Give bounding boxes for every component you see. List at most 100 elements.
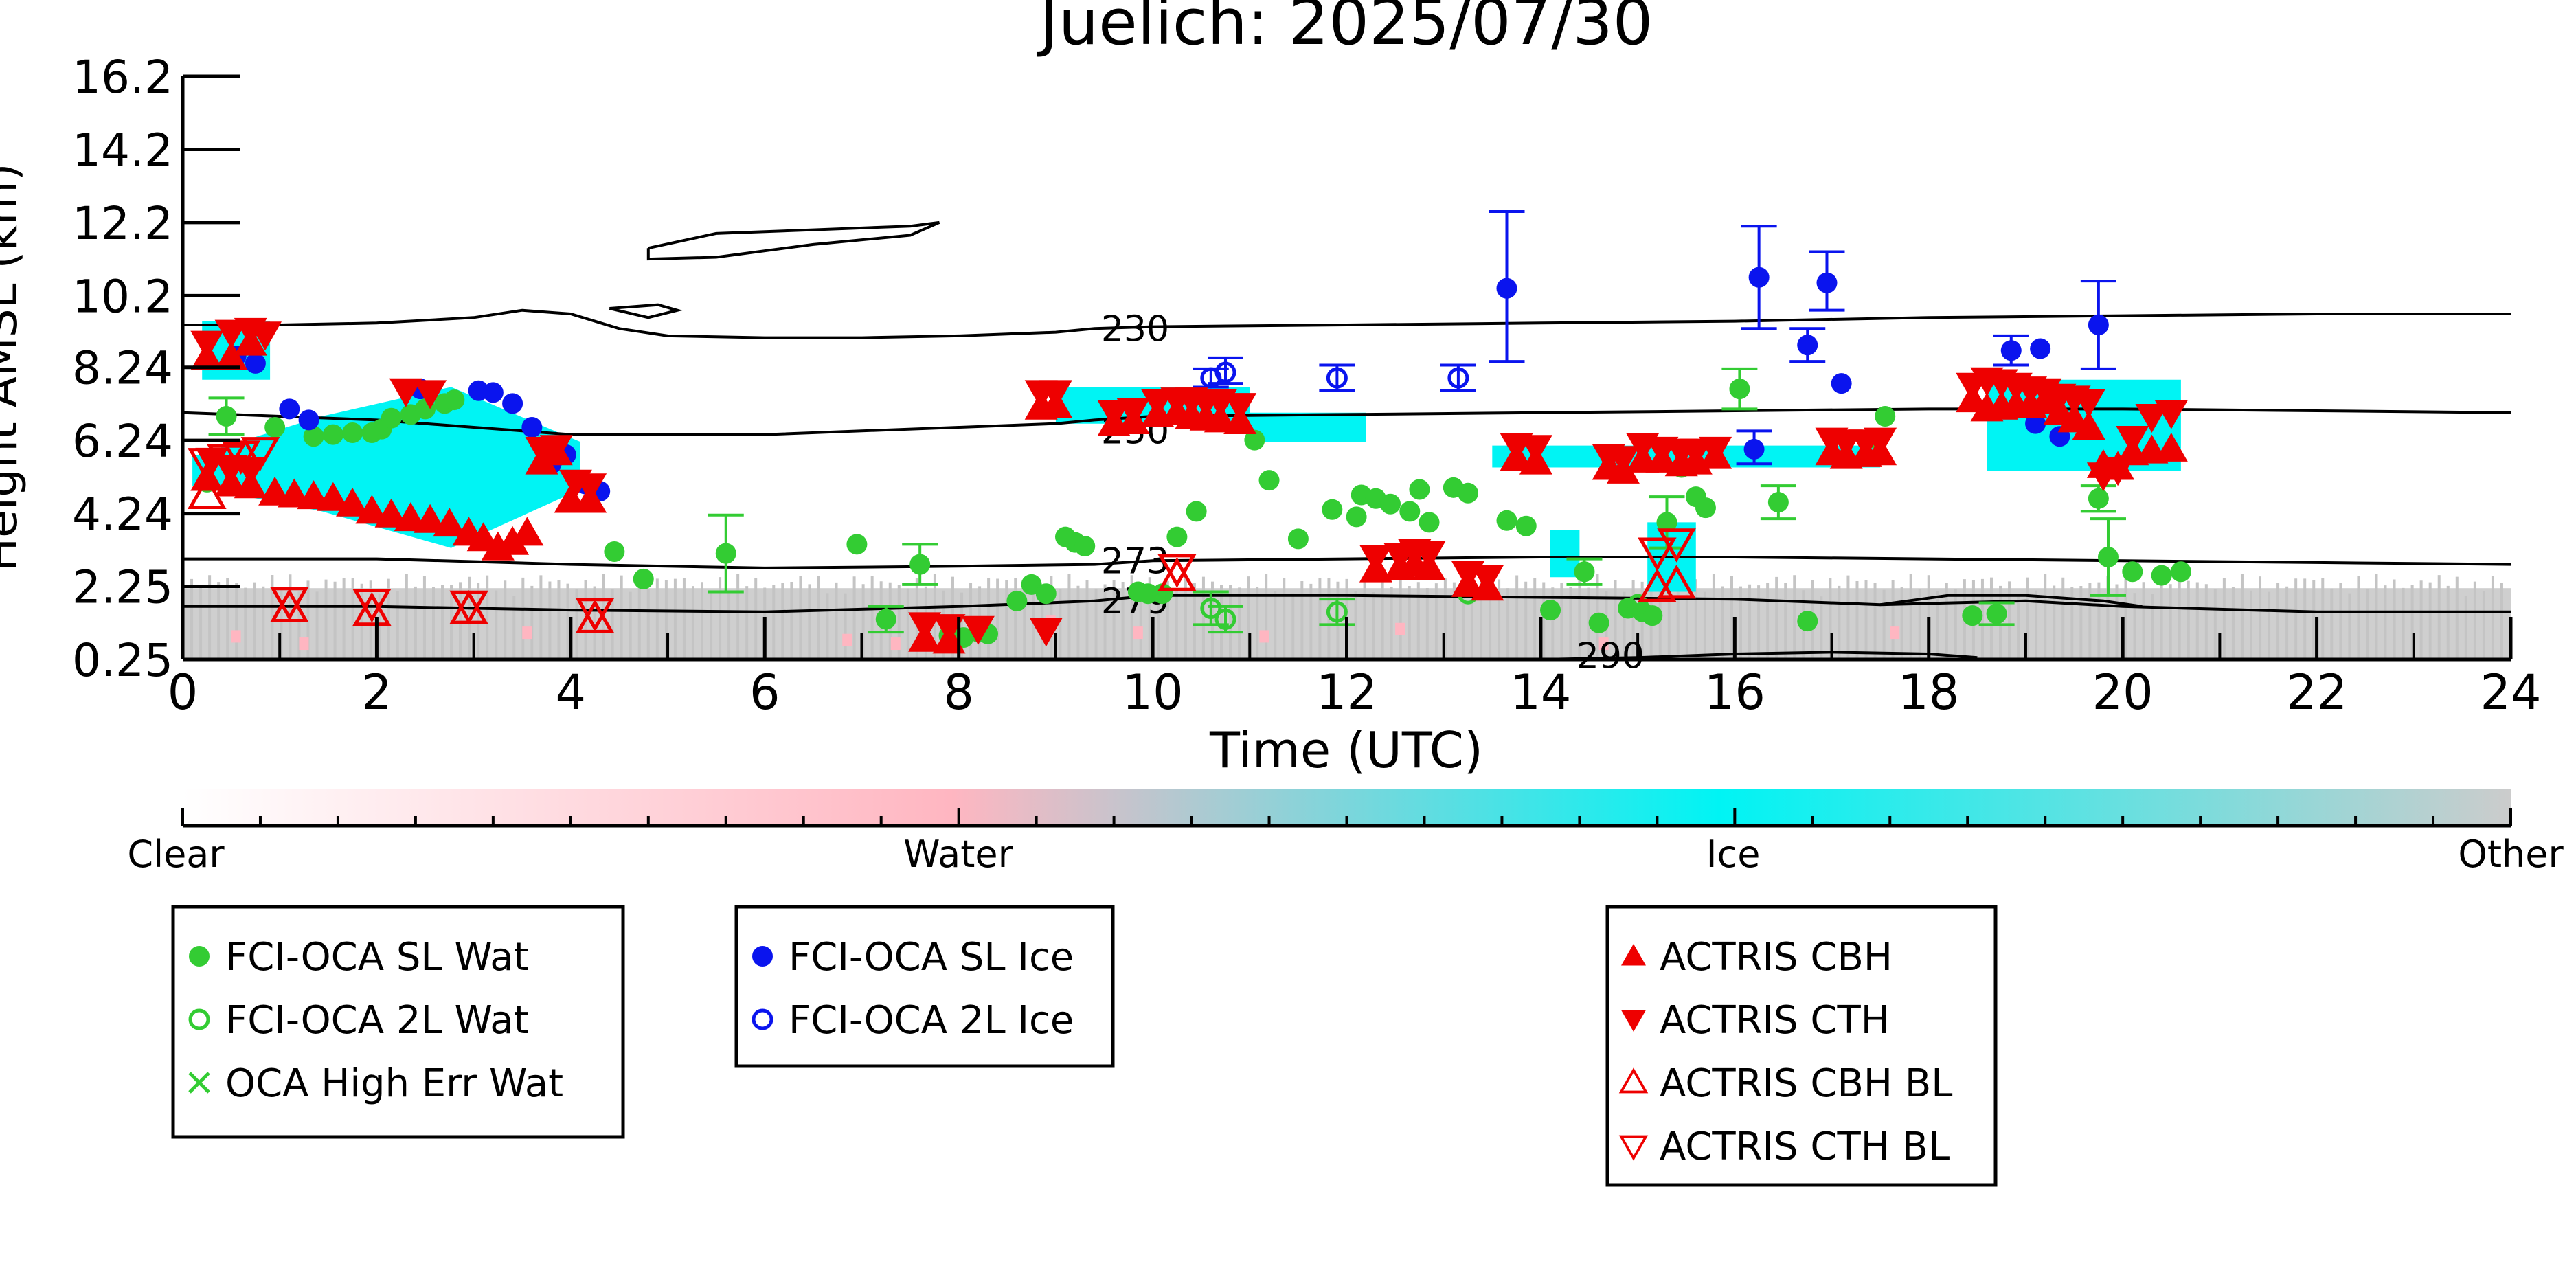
x-tick-label: 14 xyxy=(1510,664,1571,721)
data-point xyxy=(303,426,324,447)
data-point xyxy=(1864,427,1897,457)
data-point xyxy=(1409,479,1430,500)
contour-line-230K-small xyxy=(609,303,683,319)
legend-marker xyxy=(752,1008,773,1030)
water-phase-speck xyxy=(1395,622,1405,635)
data-point xyxy=(1831,373,1852,394)
legend-label: FCI-OCA SL Ice xyxy=(789,935,1074,980)
legend-label: ACTRIS CBH BL xyxy=(1660,1061,1952,1106)
data-point xyxy=(264,416,286,438)
data-point xyxy=(715,543,736,564)
data-point xyxy=(1767,492,1789,513)
water-phase-speck xyxy=(890,637,901,651)
legend-frame xyxy=(734,905,1115,1068)
y-tick-label: 6.24 xyxy=(72,415,173,468)
series-fci-oca-2l-ice xyxy=(1193,356,1476,392)
colorbar-label-other: Other xyxy=(2458,833,2564,876)
data-point xyxy=(1157,557,1197,591)
data-point xyxy=(1223,393,1257,422)
legend-marker xyxy=(1621,944,1646,966)
x-tick-label: 4 xyxy=(556,664,587,721)
data-point xyxy=(1029,618,1063,647)
data-point xyxy=(1035,583,1057,605)
data-point xyxy=(1419,512,1440,533)
legend-label: ACTRIS CTH xyxy=(1660,998,1890,1043)
data-point xyxy=(1743,438,1765,460)
legend-marker xyxy=(189,946,210,967)
data-point xyxy=(2030,338,2051,359)
data-point xyxy=(2101,457,2135,486)
data-point xyxy=(2072,411,2105,440)
data-point xyxy=(352,591,392,626)
data-point xyxy=(1627,594,1649,615)
x-tick-label: 22 xyxy=(2286,664,2347,721)
contour-line-ridge xyxy=(1879,594,2143,608)
water-phase-speck xyxy=(1598,637,1609,651)
data-point xyxy=(1326,601,1348,623)
data-point xyxy=(2170,561,2191,583)
water-phase-speck xyxy=(1133,626,1143,640)
data-point xyxy=(908,612,942,642)
data-point xyxy=(2154,432,2188,462)
data-point xyxy=(2088,314,2109,335)
data-point xyxy=(521,416,543,438)
x-axis-label: Time (UTC) xyxy=(1209,721,1483,779)
data-point xyxy=(1657,528,1696,563)
x-tick-label: 16 xyxy=(1704,664,1765,721)
data-point xyxy=(502,393,523,414)
data-point xyxy=(216,406,237,427)
data-point xyxy=(1258,470,1280,491)
legend-label: ACTRIS CBH xyxy=(1660,935,1893,980)
data-point xyxy=(2122,561,2143,583)
legend-marker xyxy=(1621,1010,1646,1032)
data-point xyxy=(2000,340,2022,361)
data-point xyxy=(1471,565,1504,594)
ice-phase-region xyxy=(1550,530,1580,578)
data-point xyxy=(316,482,350,511)
data-point xyxy=(190,330,224,360)
data-point xyxy=(1326,367,1348,389)
data-point xyxy=(342,422,363,443)
series-fci-oca-2l-wat xyxy=(1193,583,1649,634)
data-point xyxy=(1214,361,1236,383)
data-point xyxy=(336,487,370,517)
data-point xyxy=(1797,611,1818,632)
legend-frame xyxy=(1605,905,1998,1187)
water-phase-speck xyxy=(299,637,309,651)
data-point xyxy=(1699,436,1732,466)
data-point xyxy=(2088,488,2109,509)
data-point xyxy=(1116,398,1150,427)
data-point xyxy=(1657,564,1696,599)
water-phase-speck xyxy=(1259,630,1269,643)
data-point xyxy=(249,321,282,351)
legend-marker xyxy=(188,1072,210,1094)
legend-label: FCI-OCA 2L Ice xyxy=(789,998,1074,1043)
data-point xyxy=(1496,278,1517,299)
data-point xyxy=(444,389,465,411)
legend-box-2: FCI-OCA SL Ice FCI-OCA 2L Ice xyxy=(734,905,1115,1068)
legend-marker xyxy=(188,1008,210,1030)
data-point xyxy=(575,598,615,632)
data-point xyxy=(1380,493,1401,515)
contour-line-250K xyxy=(183,407,2511,436)
data-point xyxy=(961,615,995,645)
contour-line-279K xyxy=(183,594,2511,613)
data-point xyxy=(221,440,261,475)
data-point xyxy=(214,341,248,370)
legend-marker xyxy=(1618,1067,1649,1094)
data-point xyxy=(352,589,392,623)
y-tick-label: 14.2 xyxy=(72,124,173,177)
data-point xyxy=(298,409,319,431)
data-point xyxy=(482,382,504,403)
data-point xyxy=(1656,512,1677,533)
temperature-contours xyxy=(183,221,2511,659)
colorbar-label-ice: Ice xyxy=(1706,833,1761,876)
water-phase-speck xyxy=(522,626,532,640)
data-point xyxy=(1540,600,1561,621)
data-point xyxy=(1816,272,1838,293)
data-point xyxy=(1166,526,1188,547)
data-point xyxy=(875,609,896,630)
data-point xyxy=(1399,501,1421,522)
data-point xyxy=(245,352,266,374)
